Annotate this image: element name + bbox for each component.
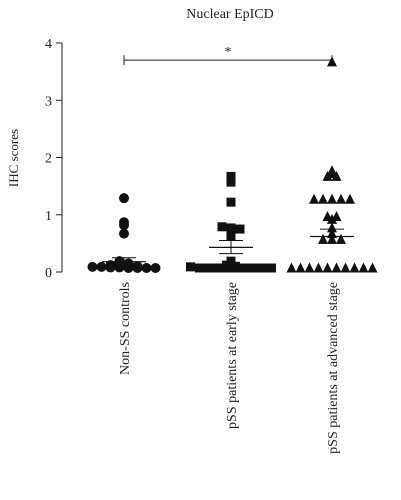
data-point-triangle	[331, 170, 342, 181]
data-point-square	[217, 222, 227, 232]
data-point-square	[249, 263, 258, 273]
data-point-circle	[132, 261, 143, 272]
data-point-triangle	[309, 193, 319, 204]
data-point-triangle	[349, 262, 360, 273]
data-point-triangle	[367, 262, 378, 273]
x-category-label: pSS patients at early stage	[225, 282, 240, 429]
data-point-square	[231, 261, 240, 271]
data-point-triangle	[327, 193, 337, 204]
data-point-triangle	[331, 262, 342, 273]
significance-label: *	[225, 45, 232, 60]
data-point-square	[226, 232, 236, 242]
data-point-circle	[105, 260, 116, 271]
data-point-square	[213, 263, 222, 273]
data-point-triangle	[318, 193, 328, 204]
data-point-square	[204, 263, 213, 273]
data-point-circle	[114, 260, 125, 271]
chart-title: Nuclear EpICD	[186, 7, 273, 22]
data-point-square	[267, 263, 276, 273]
data-point-triangle	[327, 56, 337, 67]
y-tick-label: 2	[45, 152, 52, 167]
y-tick-label: 4	[45, 37, 52, 52]
data-point-triangle	[340, 262, 351, 273]
y-axis-label: IHC scores	[6, 129, 21, 187]
data-point-circle	[96, 261, 107, 272]
data-point-triangle	[286, 262, 297, 273]
data-point-triangle	[345, 193, 355, 204]
data-point-triangle	[322, 170, 333, 181]
data-point-triangle	[327, 213, 337, 224]
y-tick-label: 0	[45, 266, 52, 281]
data-point-square	[226, 177, 236, 187]
data-point-square	[222, 260, 231, 270]
x-category-label: pSS patients at advanced stage	[326, 282, 341, 454]
plot-area: 0 1 2 3 4 Non-SS controls pSS patients at earl…	[45, 37, 378, 454]
data-point-triangle	[313, 262, 324, 273]
data-point-circle	[141, 263, 152, 273]
data-point-circle	[123, 260, 134, 271]
data-point-triangle	[322, 262, 333, 273]
data-point-square	[258, 263, 267, 273]
data-point-triangle	[318, 233, 328, 244]
data-point-triangle	[304, 262, 315, 273]
data-point-square	[235, 224, 245, 234]
data-point-triangle	[358, 262, 369, 273]
data-point-square	[226, 197, 236, 207]
data-point-circle	[150, 263, 161, 273]
data-point-square	[186, 262, 195, 272]
data-point-triangle	[336, 193, 346, 204]
data-point-circle	[119, 220, 129, 231]
data-point-circle	[87, 261, 98, 272]
data-point-triangle	[336, 233, 346, 244]
data-point-circle	[119, 228, 129, 239]
data-point-triangle	[327, 222, 337, 233]
data-point-triangle	[295, 262, 306, 273]
data-point-square	[226, 223, 236, 233]
y-tick-label: 1	[45, 209, 52, 224]
data-point-square	[195, 263, 204, 273]
data-point-circle	[119, 193, 129, 204]
y-tick-label: 3	[45, 94, 52, 109]
x-category-label: Non-SS controls	[118, 282, 133, 375]
data-point-square	[240, 263, 249, 273]
